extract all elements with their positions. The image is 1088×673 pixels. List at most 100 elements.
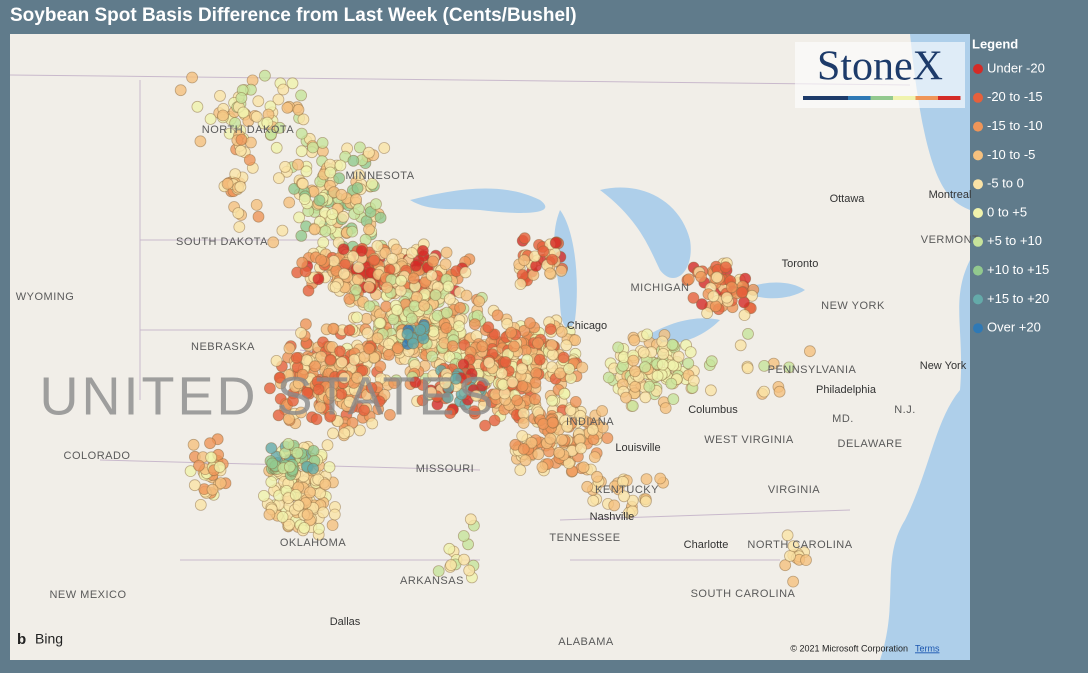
dots [174,69,816,588]
location-dot [738,296,750,309]
location-dot [488,414,501,427]
location-dot [459,266,472,279]
location-dot [561,420,574,433]
location-dot [656,358,669,371]
region-label: TENNESSEE [549,532,620,544]
region-label: INDIANA [566,416,614,428]
logo-stripe [938,96,961,100]
location-dot [736,286,748,299]
location-dot [352,203,365,215]
location-dot [656,335,669,348]
location-dot [193,459,205,472]
location-dot [577,461,590,474]
location-dot [353,141,366,154]
location-dot [343,293,356,305]
location-dot [293,211,306,224]
location-dot [440,246,453,259]
location-dot [779,559,792,572]
location-dot [250,198,263,211]
location-dot [758,385,770,398]
location-dot [725,281,738,294]
location-dot [343,395,356,408]
location-dot [282,437,295,450]
location-dot [455,388,468,401]
bing-logo: Bing [35,631,63,647]
legend-marker [973,236,983,247]
location-dot [273,121,286,134]
location-dot [443,293,456,305]
location-dot [355,244,368,257]
city-label: Chicago [567,320,607,332]
location-dot [221,177,234,190]
location-dot [546,348,559,361]
location-dot [556,433,568,446]
lake-superior [410,188,546,213]
location-dot [264,128,277,141]
location-dot [629,380,642,393]
location-dot [383,408,396,421]
location-dot [479,419,492,432]
location-dot [458,553,470,566]
location-dot [295,326,307,339]
location-dot [784,550,796,562]
location-dot [444,407,457,420]
location-dot [292,158,304,171]
location-dot [454,301,467,314]
location-dot [687,374,700,387]
location-dot [232,207,245,220]
location-dot [491,309,504,322]
location-dot [194,135,207,148]
location-dot [536,461,549,474]
logo-stripe [893,96,916,100]
location-dot [705,355,718,368]
location-dot [214,477,227,490]
location-dot [532,337,544,350]
location-dot [334,345,346,358]
region-label: KENTUCKY [595,484,659,496]
location-dot [418,299,431,312]
location-dot [237,106,250,119]
region-label: VERMONT [921,234,980,246]
location-dot [468,318,481,331]
location-dot [346,225,359,238]
region-label: VIRGINIA [768,484,820,496]
location-dot [516,362,528,375]
logo-text: StoneX [817,44,943,90]
location-dot [381,281,393,294]
location-dot [317,236,330,249]
legend-marker [973,150,983,161]
location-dot [300,165,313,178]
location-dot [575,442,587,455]
location-dot [524,317,536,329]
location-dot [333,172,346,185]
location-dot [213,461,226,473]
location-dot [371,332,384,345]
location-dot [687,291,700,304]
location-dot [563,362,575,375]
location-dot [234,144,247,157]
location-dot [545,339,558,351]
location-dot [283,342,296,355]
location-dot [429,289,442,302]
location-dot [452,320,465,333]
location-dot [328,508,341,521]
location-dot [327,322,340,335]
location-dot [505,326,518,339]
location-dot [307,462,320,475]
city-label: Philadelphia [816,384,877,396]
location-dot [295,145,308,158]
location-dot [439,377,452,390]
location-dot [334,159,347,172]
location-dot [383,348,395,361]
location-dot [499,356,512,368]
location-dot [290,351,303,364]
location-dot [773,385,786,398]
location-dot [347,154,360,167]
terms-link[interactable]: Terms [915,643,940,653]
legend-marker [973,64,983,74]
logo-stripe [825,96,848,100]
location-dot [758,359,771,372]
region-label: NORTH DAKOTA [202,124,295,136]
location-dot [560,339,573,352]
